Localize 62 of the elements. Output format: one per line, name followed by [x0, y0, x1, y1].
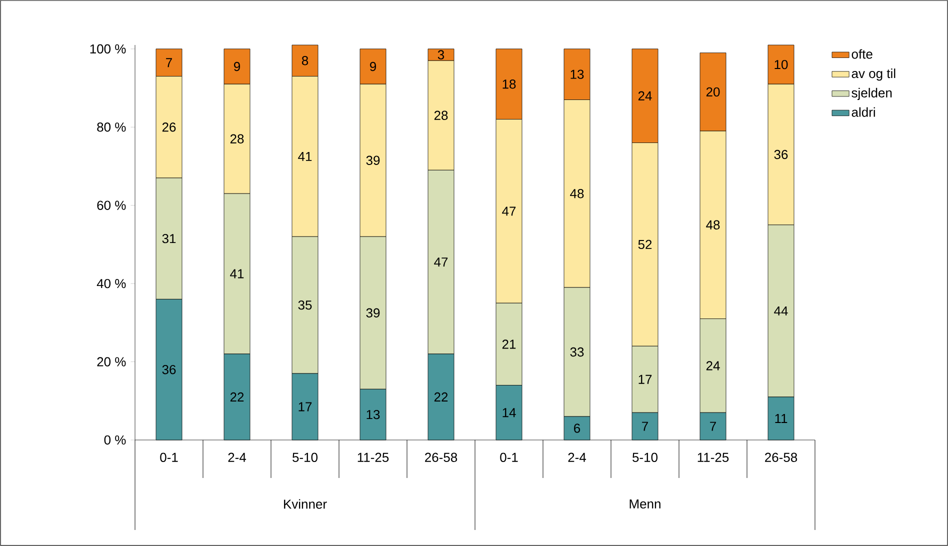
x-tick-label: 26-58 [765, 452, 798, 462]
data-label: 26 [162, 122, 176, 132]
data-label: 11 [775, 414, 788, 423]
y-tick-label: 20 % [97, 357, 126, 366]
y-tick-label: 80 % [97, 122, 126, 132]
data-label: 48 [706, 220, 720, 230]
data-label: 7 [166, 58, 172, 68]
data-label: 47 [502, 206, 516, 216]
data-label: 41 [230, 269, 244, 278]
x-tick-label: 11-25 [698, 452, 729, 462]
legend-label: sjelden [852, 88, 892, 100]
legend-label: av og til [852, 68, 896, 81]
data-label: 20 [706, 87, 720, 97]
data-label: 41 [298, 152, 312, 161]
data-label: 31 [162, 234, 176, 244]
y-tick-label: 100 % [90, 44, 126, 54]
data-label: 17 [638, 374, 652, 384]
y-tick-label: 40 % [96, 278, 126, 288]
x-tick-label: 2-4 [568, 452, 586, 462]
data-label: 7 [642, 422, 648, 431]
data-label: 36 [162, 364, 176, 374]
data-label: 44 [774, 306, 788, 316]
data-label: 9 [370, 62, 376, 72]
data-label: 52 [638, 240, 652, 250]
text: Kvinner [284, 499, 327, 509]
data-label: 18 [502, 79, 516, 89]
data-label: 13 [366, 410, 380, 420]
data-label: 35 [298, 300, 312, 310]
y-tick-label: 0 % [104, 435, 126, 445]
data-label: 21 [502, 340, 516, 349]
x-tick-label: 11-25 [358, 452, 389, 462]
x-tick-label: 5-10 [632, 452, 658, 462]
x-tick-label: 5-10 [292, 452, 318, 462]
data-label: 36 [774, 150, 788, 160]
data-label: 39 [366, 156, 380, 165]
legend-label: aldri [852, 107, 875, 117]
data-label: 10 [774, 60, 788, 70]
data-label: 22 [230, 392, 244, 402]
data-label: 33 [570, 347, 584, 357]
data-label: 28 [434, 110, 448, 120]
text: Menn [630, 499, 660, 509]
data-label: 28 [230, 134, 244, 144]
data-label: 47 [434, 258, 448, 267]
data-label: 6 [574, 424, 580, 433]
legend-label: ofte [852, 49, 872, 59]
data-label: 22 [434, 392, 448, 402]
data-label: 7 [710, 422, 716, 431]
x-tick-label: 26-58 [425, 452, 458, 462]
data-label: 24 [638, 91, 652, 100]
data-label: 39 [366, 308, 380, 318]
data-label: 13 [570, 70, 584, 79]
data-label: 17 [298, 402, 312, 412]
data-label: 14 [502, 408, 516, 418]
x-tick-label: 0-1 [160, 452, 178, 462]
data-label: 48 [570, 189, 584, 198]
y-tick-label: 60 % [97, 200, 126, 210]
x-tick-label: 0-1 [500, 452, 518, 462]
x-tick-label: 2-4 [228, 452, 246, 462]
data-label: 9 [234, 62, 240, 72]
data-label: 8 [302, 56, 308, 66]
data-label: 24 [706, 361, 720, 370]
data-label: 3 [438, 50, 444, 60]
